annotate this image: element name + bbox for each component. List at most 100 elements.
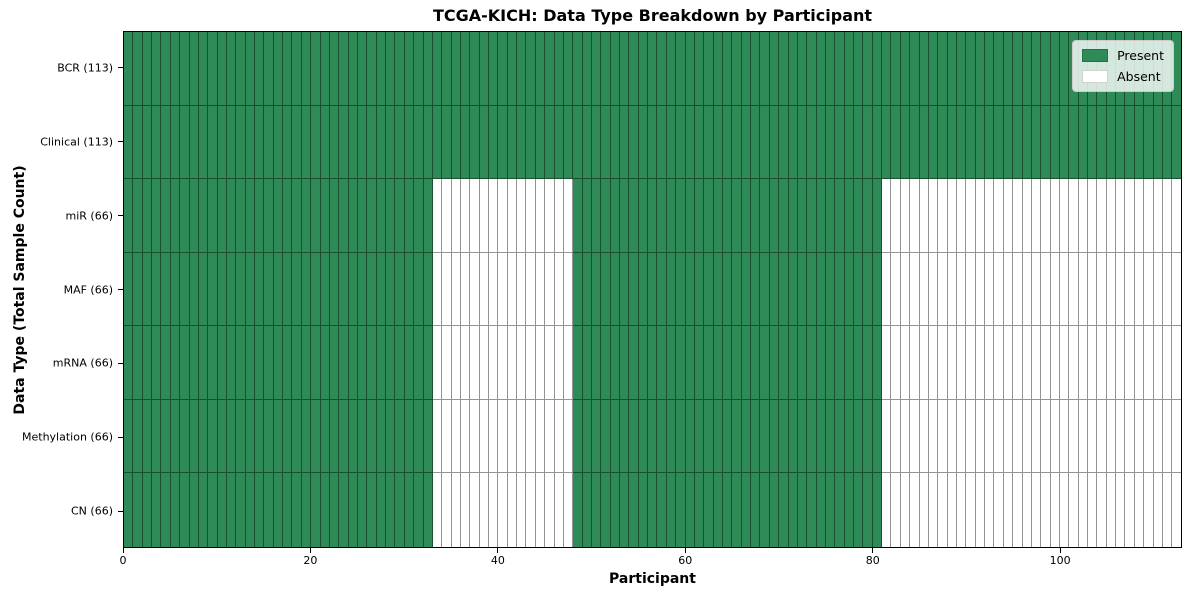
- heatmap-cell-absent: [919, 252, 929, 327]
- heatmap-cell-present: [460, 32, 471, 106]
- heatmap-cell-present: [872, 399, 883, 474]
- heatmap-cell-present: [620, 473, 630, 548]
- heatmap-cell-present: [180, 105, 190, 180]
- heatmap-cell-absent: [1106, 179, 1117, 253]
- heatmap-cell-present: [226, 473, 237, 548]
- heatmap-cell-present: [236, 326, 246, 400]
- heatmap-cell-present: [741, 326, 752, 400]
- heatmap-cell-present: [648, 473, 658, 548]
- heatmap-cell-present: [704, 32, 714, 106]
- heatmap-cell-absent: [563, 252, 574, 327]
- heatmap-cell-absent: [470, 473, 480, 548]
- heatmap-cell-present: [320, 179, 330, 253]
- heatmap-cell-present: [797, 326, 808, 400]
- heatmap-cell-present: [610, 179, 621, 253]
- heatmap-cell-absent: [882, 473, 892, 548]
- heatmap-cell-absent: [956, 252, 967, 327]
- heatmap-cell-absent: [1097, 252, 1107, 327]
- heatmap-cell-present: [348, 399, 358, 474]
- heatmap-cell-present: [226, 32, 237, 106]
- heatmap-cell-present: [292, 105, 302, 180]
- heatmap-cell-absent: [1134, 252, 1145, 327]
- heatmap-cell-present: [526, 32, 536, 106]
- y-tick-label: CN (66): [71, 504, 113, 518]
- heatmap-cell-present: [245, 326, 256, 400]
- heatmap-cell-present: [1013, 105, 1023, 180]
- heatmap-cell-present: [591, 473, 602, 548]
- heatmap-cell-present: [900, 105, 911, 180]
- heatmap-cell-present: [264, 252, 274, 327]
- heatmap-cell-present: [694, 32, 705, 106]
- heatmap-cell-absent: [432, 179, 443, 253]
- heatmap-cell-present: [367, 105, 377, 180]
- heatmap-cell-absent: [1153, 473, 1163, 548]
- heatmap-cell-present: [713, 399, 723, 474]
- heatmap-cell-present: [704, 179, 714, 253]
- heatmap-cell-present: [236, 399, 246, 474]
- heatmap-cell-present: [910, 105, 920, 180]
- heatmap-cell-absent: [947, 399, 957, 474]
- heatmap-cell-present: [1097, 105, 1107, 180]
- heatmap-cell-present: [283, 32, 293, 106]
- heatmap-cell-absent: [1013, 179, 1023, 253]
- heatmap-cell-present: [292, 399, 302, 474]
- heatmap-cell-present: [217, 252, 227, 327]
- heatmap-cell-present: [816, 32, 826, 106]
- heatmap-cell-present: [788, 326, 798, 400]
- heatmap-cell-absent: [507, 252, 518, 327]
- heatmap-cell-present: [292, 32, 302, 106]
- heatmap-cell-absent: [1097, 399, 1107, 474]
- heatmap-cell-present: [947, 105, 957, 180]
- heatmap-cell-absent: [985, 179, 995, 253]
- heatmap-cell-present: [133, 32, 143, 106]
- heatmap-cell-present: [797, 252, 808, 327]
- heatmap-cell-absent: [470, 326, 480, 400]
- heatmap-cell-absent: [1013, 399, 1023, 474]
- heatmap-cell-absent: [479, 326, 490, 400]
- heatmap-row: [124, 179, 1181, 253]
- heatmap-cell-present: [255, 326, 265, 400]
- heatmap-cell-present: [713, 252, 723, 327]
- heatmap-cell-present: [124, 473, 134, 548]
- heatmap-cell-absent: [1003, 473, 1014, 548]
- heatmap-cell-present: [161, 399, 171, 474]
- x-tick-mark: [1059, 548, 1061, 553]
- heatmap-cell-present: [1153, 105, 1163, 180]
- heatmap-cell-absent: [1013, 326, 1023, 400]
- heatmap-cell-present: [863, 32, 873, 106]
- heatmap-cell-absent: [1106, 473, 1117, 548]
- heatmap-cell-absent: [1050, 326, 1060, 400]
- heatmap-cell-present: [638, 32, 649, 106]
- heatmap-cell-present: [713, 32, 723, 106]
- heatmap-cell-absent: [1153, 179, 1163, 253]
- heatmap-cell-present: [854, 326, 864, 400]
- heatmap-cell-absent: [554, 252, 564, 327]
- heatmap-cell-present: [807, 473, 817, 548]
- heatmap-cell-absent: [470, 399, 480, 474]
- heatmap-cell-present: [844, 105, 855, 180]
- heatmap-cell-present: [339, 473, 349, 548]
- heatmap-cell-present: [386, 179, 396, 253]
- heatmap-cell-present: [704, 252, 714, 327]
- heatmap-cell-present: [573, 32, 583, 106]
- heatmap-cell-present: [311, 32, 321, 106]
- heatmap-cell-present: [732, 179, 742, 253]
- heatmap-cell-absent: [545, 399, 555, 474]
- heatmap-cell-present: [245, 473, 256, 548]
- heatmap-cell-absent: [994, 252, 1004, 327]
- heatmap-cell-present: [479, 105, 490, 180]
- heatmap-cell-absent: [1134, 473, 1145, 548]
- heatmap-cell-absent: [507, 326, 518, 400]
- heatmap-cell-present: [264, 32, 274, 106]
- heatmap-cell-absent: [545, 473, 555, 548]
- heatmap-cell-present: [161, 252, 171, 327]
- y-tick-mark: [118, 67, 123, 69]
- heatmap-cell-absent: [554, 179, 564, 253]
- heatmap-cell-present: [404, 252, 415, 327]
- heatmap-cell-present: [769, 326, 780, 400]
- heatmap-cell-absent: [498, 179, 508, 253]
- heatmap-cell-absent: [956, 179, 967, 253]
- heatmap-cell-present: [367, 252, 377, 327]
- heatmap-cell-present: [245, 105, 256, 180]
- heatmap-cell-present: [414, 32, 424, 106]
